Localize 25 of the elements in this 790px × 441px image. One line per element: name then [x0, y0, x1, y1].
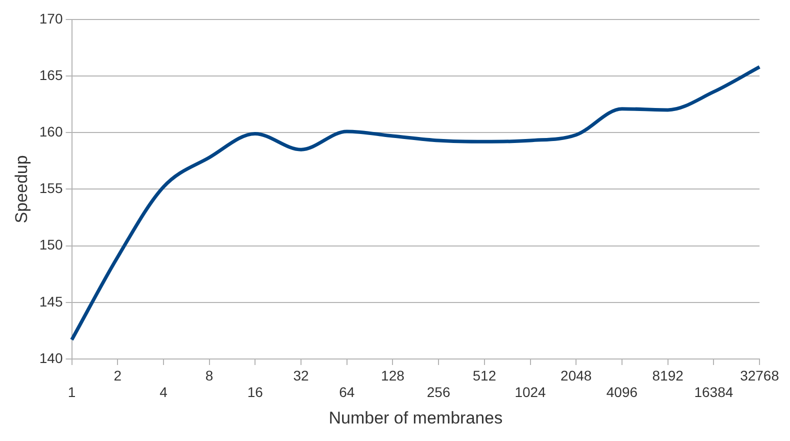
x-tick-label: 1: [68, 384, 76, 400]
x-tick-label: 8192: [652, 367, 684, 384]
y-tick-label: 160: [39, 123, 63, 140]
y-tick-label: 145: [39, 293, 63, 310]
x-tick-label: 2: [114, 367, 122, 384]
x-tick-label: 32768: [740, 367, 780, 384]
y-tick-label: 170: [39, 10, 63, 26]
x-tick-label: 32: [293, 367, 310, 384]
y-tick-label: 150: [39, 236, 63, 253]
x-tick-label: 512: [472, 367, 496, 384]
x-tick-label: 2048: [560, 367, 592, 384]
y-tick-label: 155: [39, 180, 63, 196]
x-tick-label: 4096: [606, 384, 638, 400]
x-tick-label: 1024: [514, 384, 546, 400]
x-tick-label: 64: [339, 384, 355, 400]
x-tick-label: 8: [205, 367, 214, 384]
x-tick-label: 4: [160, 384, 168, 400]
y-tick-label: 140: [39, 350, 63, 366]
y-axis-title: Speedup: [12, 155, 31, 224]
x-tick-label: 16: [247, 384, 264, 400]
x-tick-label: 128: [381, 367, 405, 384]
x-tick-label: 16384: [694, 384, 734, 400]
y-tick-label: 165: [39, 66, 63, 83]
x-tick-label: 256: [426, 384, 450, 400]
x-axis-title: Number of membranes: [328, 408, 503, 428]
